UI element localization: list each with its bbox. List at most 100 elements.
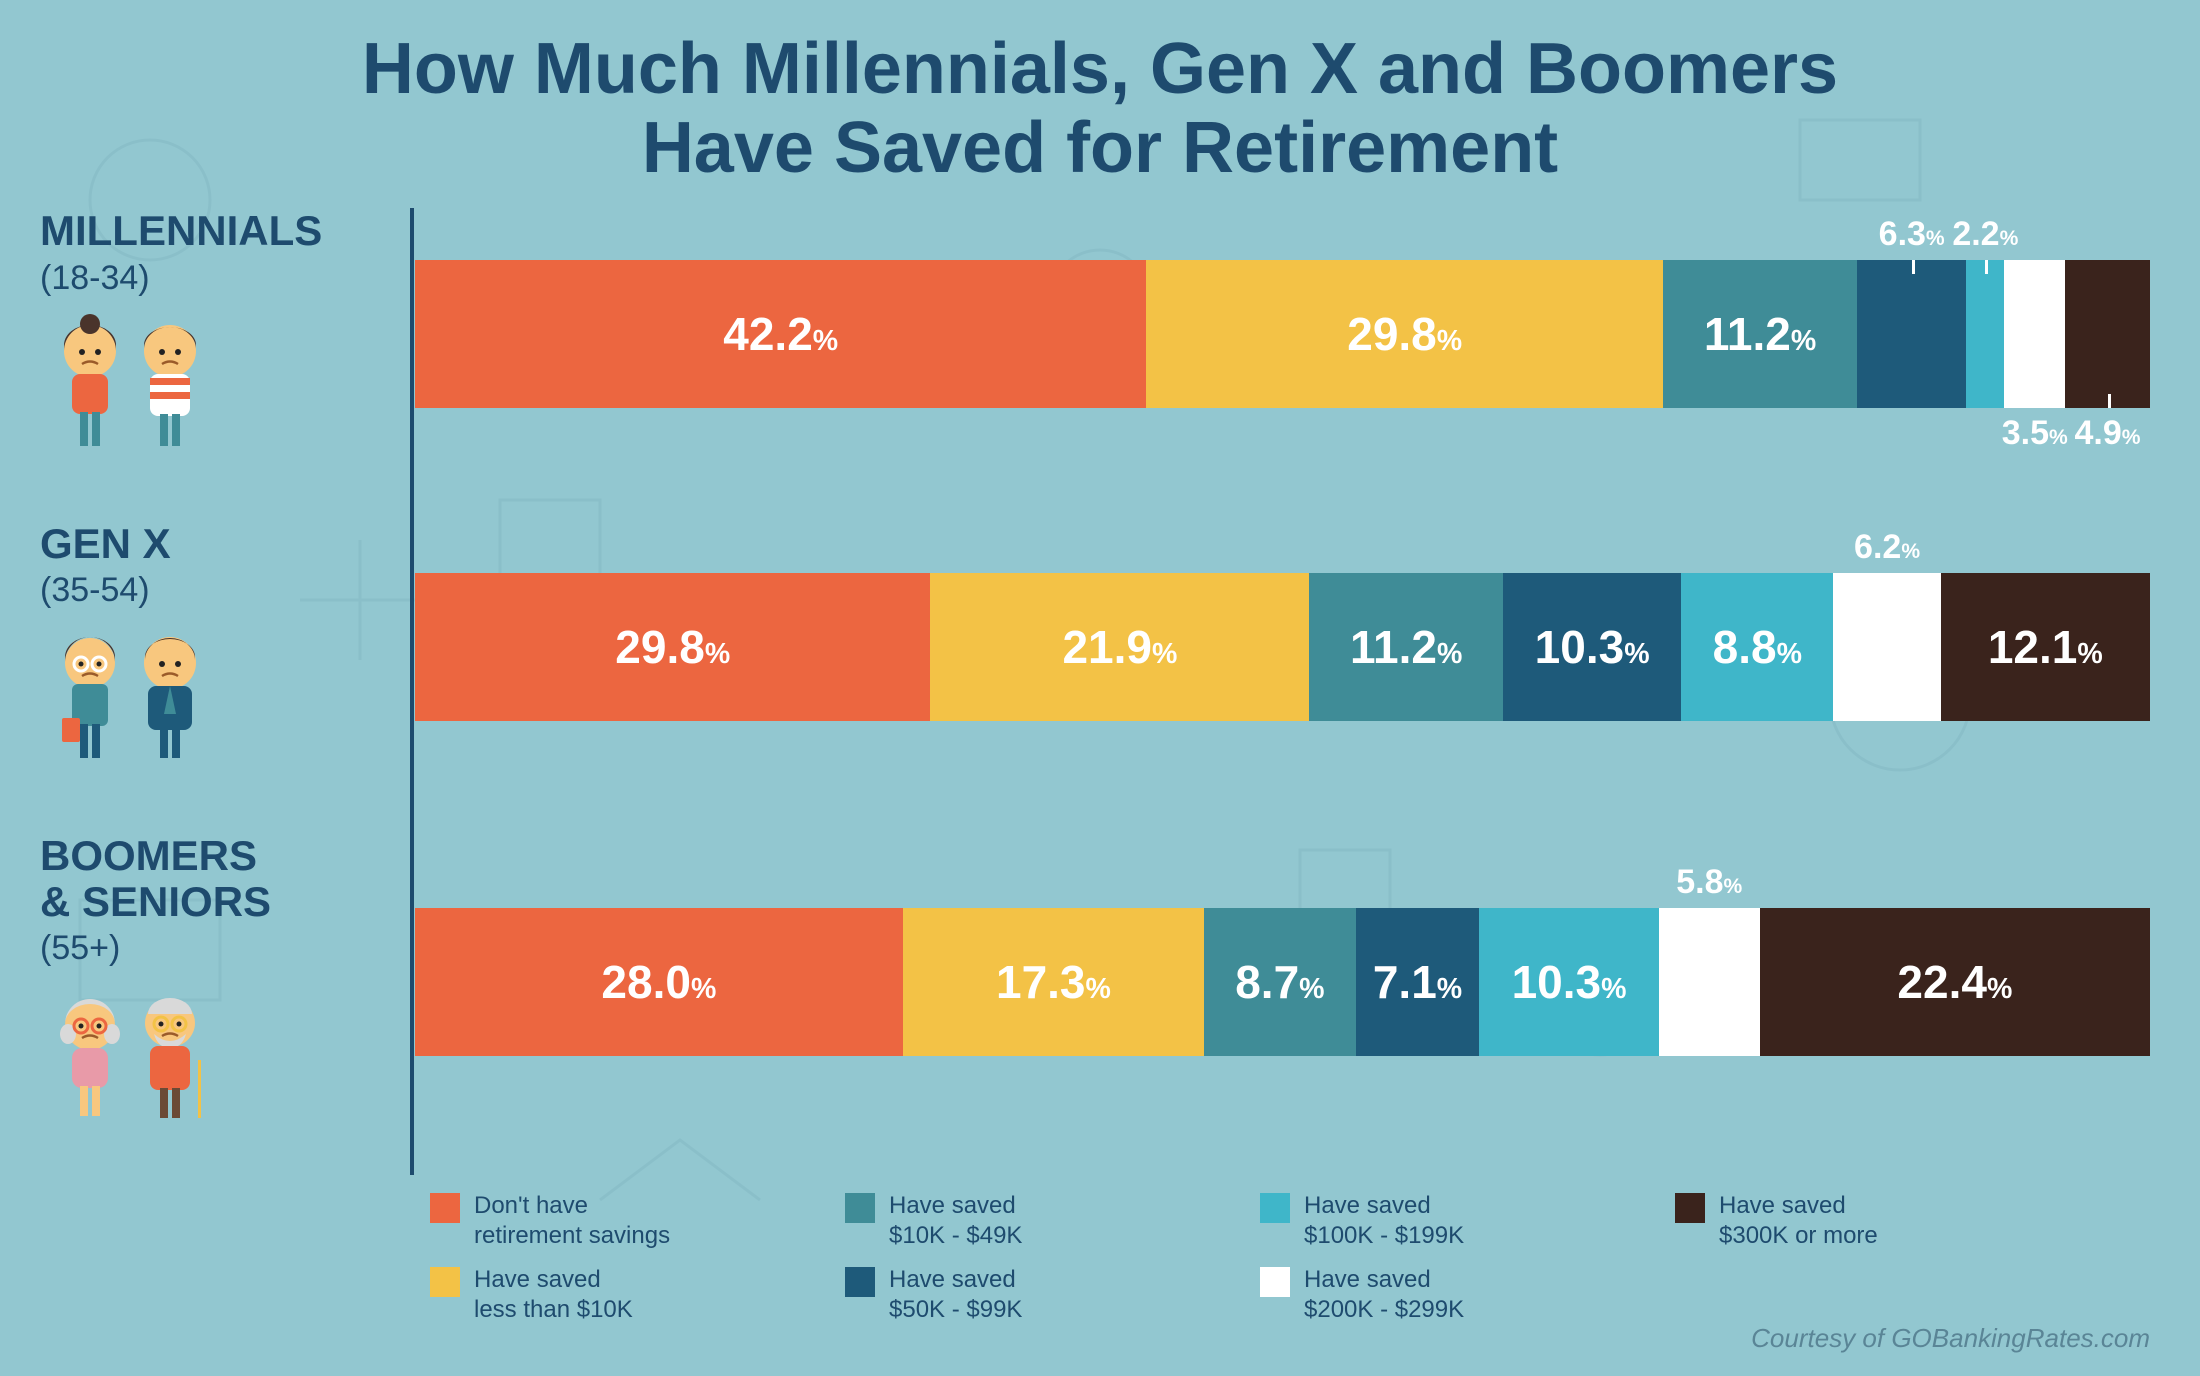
legend-swatch bbox=[1260, 1193, 1290, 1223]
segment-value: 8.7% bbox=[1235, 955, 1324, 1009]
bar-segment: 42.2% bbox=[415, 260, 1146, 408]
group-label-block: GEN X (35-54) bbox=[0, 521, 415, 773]
bar-segment: 8.8% bbox=[1681, 573, 1833, 721]
legend-label: Have saved$10K - $49K bbox=[889, 1191, 1022, 1251]
segment-value: 10.3% bbox=[1512, 955, 1627, 1009]
bar-area: 6.2% 29.8% 21.9% 11.2% 10.3% 8.8% 12.1% bbox=[415, 529, 2150, 765]
segment-value: 29.8% bbox=[615, 620, 730, 674]
bar-segment: 8.7% bbox=[1204, 908, 1356, 1056]
legend-label: Have saved$50K - $99K bbox=[889, 1265, 1022, 1325]
people-icon bbox=[40, 976, 415, 1131]
segment-value: 22.4% bbox=[1897, 955, 2012, 1009]
group-row: GEN X (35-54) 6.2% 29.8% 21.9% 11.2% 10.3% 8.8… bbox=[0, 521, 2150, 773]
segment-value: 11.2% bbox=[1350, 620, 1462, 674]
credit-line: Courtesy of GOBankingRates.com bbox=[1751, 1323, 2150, 1354]
bar-segment: 11.2% bbox=[1309, 573, 1503, 721]
title-line2: Have Saved for Retirement bbox=[642, 108, 1558, 188]
callouts-below: 3.5%4.9% bbox=[415, 408, 2150, 452]
bar-segment: 10.3% bbox=[1479, 908, 1658, 1056]
callout-tick bbox=[1985, 260, 1988, 274]
segment-value: 17.3% bbox=[996, 955, 1111, 1009]
bar-segment: 10.3% bbox=[1503, 573, 1681, 721]
bar-segment bbox=[1966, 260, 2004, 408]
callouts-below bbox=[415, 1056, 2150, 1100]
group-label-block: BOOMERS& SENIORS(55+) bbox=[0, 833, 415, 1131]
bar-segment bbox=[1833, 573, 1940, 721]
legend-item: Have savedless than $10K bbox=[430, 1265, 845, 1325]
segment-callout: 2.2% bbox=[1952, 215, 2018, 254]
bar-segment: 29.8% bbox=[415, 573, 930, 721]
legend: Don't haveretirement savings Have saved$1… bbox=[0, 1191, 2150, 1325]
legend-item: Have saved$200K - $299K bbox=[1260, 1265, 1675, 1325]
callout-tick bbox=[1887, 573, 1890, 587]
bar-segment bbox=[2065, 260, 2150, 408]
bar-area: 6.3%2.2% 42.2% 29.8% 11.2% 3.5%4.9% bbox=[415, 216, 2150, 452]
group-label-block: MILLENNIALS (18-34) bbox=[0, 208, 415, 460]
segment-value: 12.1% bbox=[1988, 620, 2103, 674]
segment-callout: 6.3% bbox=[1879, 215, 1945, 254]
segment-value: 29.8% bbox=[1347, 307, 1462, 361]
legend-swatch bbox=[1260, 1267, 1290, 1297]
legend-label: Have savedless than $10K bbox=[474, 1265, 633, 1325]
segment-callout: 6.2% bbox=[1854, 528, 1920, 567]
segment-value: 10.3% bbox=[1535, 620, 1650, 674]
segment-value: 28.0% bbox=[601, 955, 716, 1009]
group-age: (18-34) bbox=[40, 259, 415, 298]
callout-tick bbox=[2108, 394, 2111, 408]
segment-value: 8.8% bbox=[1713, 620, 1802, 674]
legend-swatch bbox=[845, 1193, 875, 1223]
group-age: (35-54) bbox=[40, 571, 415, 610]
legend-swatch bbox=[430, 1193, 460, 1223]
legend-swatch bbox=[845, 1267, 875, 1297]
legend-swatch bbox=[1675, 1193, 1705, 1223]
bar-segment: 7.1% bbox=[1356, 908, 1480, 1056]
bar-segment: 17.3% bbox=[903, 908, 1204, 1056]
segment-value: 11.2% bbox=[1704, 307, 1816, 361]
legend-item: Have saved$10K - $49K bbox=[845, 1191, 1260, 1251]
segment-callout: 4.9% bbox=[2075, 414, 2141, 453]
legend-label: Have saved$200K - $299K bbox=[1304, 1265, 1464, 1325]
callouts-above: 5.8% bbox=[415, 864, 2150, 908]
legend-item: Have saved$50K - $99K bbox=[845, 1265, 1260, 1325]
title-line1: How Much Millennials, Gen X and Boomers bbox=[362, 29, 1838, 109]
bar-segment bbox=[2004, 260, 2065, 408]
legend-item: Don't haveretirement savings bbox=[430, 1191, 845, 1251]
bar-segment: 21.9% bbox=[930, 573, 1309, 721]
callouts-below bbox=[415, 721, 2150, 765]
legend-label: Have saved$300K or more bbox=[1719, 1191, 1878, 1251]
bar-segment: 28.0% bbox=[415, 908, 903, 1056]
legend-item: Have saved$100K - $199K bbox=[1260, 1191, 1675, 1251]
segment-callout: 5.8% bbox=[1676, 863, 1742, 902]
people-icon bbox=[40, 306, 415, 461]
bar-segment: 29.8% bbox=[1146, 260, 1663, 408]
legend-label: Don't haveretirement savings bbox=[474, 1191, 670, 1251]
chart-area: MILLENNIALS (18-34) 6.3%2.2% 42.2% 29.8% 11.… bbox=[0, 208, 2200, 1325]
bar-segment: 22.4% bbox=[1760, 908, 2150, 1056]
callouts-above: 6.3%2.2% bbox=[415, 216, 2150, 260]
segment-callout: 3.5% bbox=[2002, 414, 2068, 453]
segment-value: 21.9% bbox=[1062, 620, 1177, 674]
bar-segment bbox=[1659, 908, 1760, 1056]
group-name: GEN X bbox=[40, 521, 415, 567]
chart-title: How Much Millennials, Gen X and Boomers … bbox=[0, 0, 2200, 208]
group-name: BOOMERS& SENIORS bbox=[40, 833, 415, 925]
stacked-bar: 28.0% 17.3% 8.7% 7.1% 10.3% 22.4% bbox=[415, 908, 2150, 1056]
segment-value: 7.1% bbox=[1373, 955, 1462, 1009]
stacked-bar: 42.2% 29.8% 11.2% bbox=[415, 260, 2150, 408]
segment-value: 42.2% bbox=[723, 307, 838, 361]
stacked-bar: 29.8% 21.9% 11.2% 10.3% 8.8% 12.1% bbox=[415, 573, 2150, 721]
callouts-above: 6.2% bbox=[415, 529, 2150, 573]
callout-tick bbox=[1912, 260, 1915, 274]
group-row: BOOMERS& SENIORS(55+) 5.8% 28.0% 17.3% 8.7%… bbox=[0, 833, 2150, 1131]
legend-label: Have saved$100K - $199K bbox=[1304, 1191, 1464, 1251]
legend-swatch bbox=[430, 1267, 460, 1297]
bar-segment bbox=[1857, 260, 1966, 408]
legend-item: Have saved$300K or more bbox=[1675, 1191, 2090, 1251]
bar-segment: 12.1% bbox=[1941, 573, 2150, 721]
people-icon bbox=[40, 618, 415, 773]
bar-area: 5.8% 28.0% 17.3% 8.7% 7.1% 10.3% 22.4% bbox=[415, 864, 2150, 1100]
group-name: MILLENNIALS bbox=[40, 208, 415, 254]
bar-segment: 11.2% bbox=[1663, 260, 1857, 408]
callout-tick bbox=[1709, 908, 1712, 922]
callout-tick bbox=[2035, 394, 2038, 408]
